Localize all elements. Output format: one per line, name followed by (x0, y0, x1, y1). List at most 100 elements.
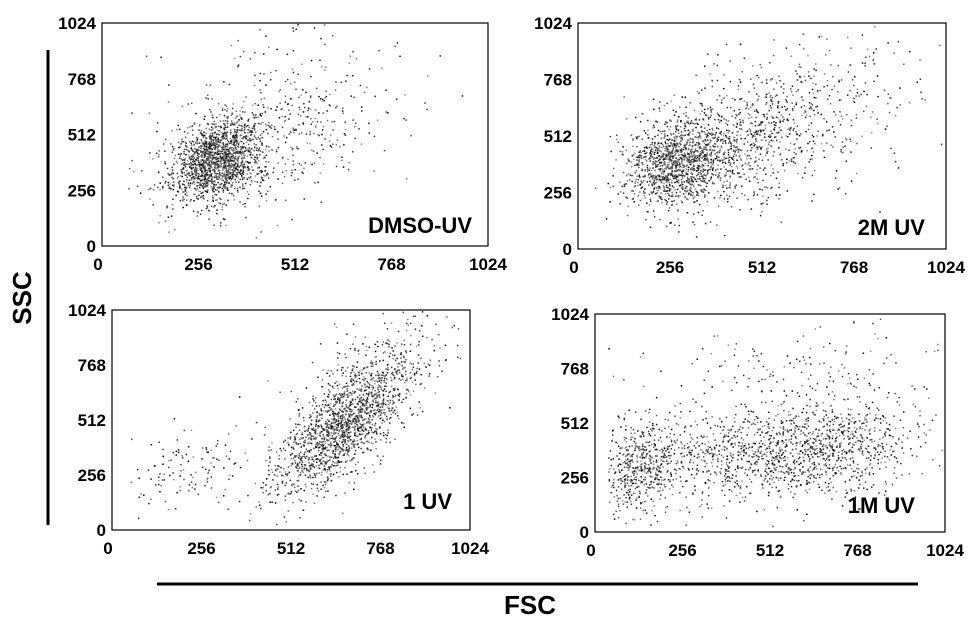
data-point (379, 414, 382, 416)
data-point (814, 169, 816, 172)
data-point (375, 448, 377, 450)
data-point (685, 173, 688, 175)
data-point (439, 55, 441, 57)
data-point (241, 152, 243, 154)
data-point (213, 224, 215, 226)
data-point (176, 162, 179, 164)
data-point (846, 113, 848, 116)
data-point (716, 112, 719, 114)
data-point (340, 427, 343, 429)
data-point (679, 191, 681, 193)
data-point (376, 396, 378, 398)
data-point (640, 157, 643, 159)
data-point (296, 145, 298, 148)
data-point (310, 419, 313, 421)
data-point (660, 175, 662, 178)
data-point (665, 203, 668, 205)
data-point (230, 166, 232, 168)
data-point (700, 147, 702, 150)
data-point (178, 146, 180, 149)
data-point (370, 427, 373, 429)
data-point (291, 218, 293, 221)
data-point (647, 134, 649, 136)
data-point (231, 113, 233, 115)
data-point (329, 414, 331, 416)
data-point (757, 111, 759, 114)
data-point (641, 162, 643, 164)
data-point (838, 99, 841, 101)
data-point (206, 123, 209, 125)
data-point (365, 440, 368, 443)
data-point (828, 129, 830, 131)
data-point (733, 162, 735, 164)
data-point (341, 423, 343, 425)
data-point (293, 441, 295, 444)
data-point (307, 437, 310, 440)
data-point (241, 125, 243, 127)
data-point (705, 154, 708, 157)
data-point (682, 164, 684, 167)
data-point (262, 121, 264, 124)
data-point (199, 213, 202, 215)
data-point (705, 133, 707, 136)
data-point (715, 174, 717, 176)
data-point (404, 94, 406, 96)
data-point (201, 179, 203, 182)
data-point (755, 116, 757, 119)
data-point (689, 163, 691, 166)
data-point (368, 421, 370, 423)
data-point (695, 157, 697, 160)
data-point (803, 105, 805, 107)
data-point (211, 135, 213, 137)
data-point (255, 116, 257, 119)
data-point (225, 224, 227, 227)
data-point (267, 173, 269, 176)
data-point (403, 339, 405, 342)
data-point (201, 155, 203, 157)
data-point (172, 184, 174, 186)
data-point (759, 63, 761, 66)
data-point (671, 203, 674, 206)
data-point (237, 181, 240, 183)
data-point (812, 92, 815, 95)
data-point (672, 161, 675, 164)
data-point (235, 135, 238, 138)
data-point (688, 160, 690, 162)
data-point (759, 145, 761, 148)
data-point (801, 114, 803, 117)
data-point (219, 139, 221, 141)
data-point (338, 383, 341, 386)
data-point (645, 146, 648, 148)
data-point (690, 121, 692, 123)
data-point (341, 394, 343, 396)
data-point (684, 155, 687, 157)
data-point (754, 125, 757, 127)
data-point (216, 209, 218, 211)
data-point (330, 398, 333, 401)
data-point (685, 171, 687, 174)
data-point (394, 395, 397, 397)
data-point (679, 157, 681, 160)
data-point (684, 134, 686, 137)
data-point (187, 163, 190, 165)
data-point (348, 423, 351, 425)
data-point (731, 157, 733, 159)
data-point (726, 106, 729, 109)
data-point (387, 368, 389, 371)
data-point (369, 416, 371, 418)
data-point (240, 164, 243, 166)
data-point (701, 160, 703, 163)
data-point (231, 139, 233, 141)
data-point (234, 168, 237, 170)
data-point (642, 163, 644, 166)
data-point (716, 140, 718, 142)
data-point (284, 119, 286, 122)
data-point (295, 455, 298, 457)
data-point (302, 471, 305, 473)
data-point (774, 136, 776, 138)
data-point (167, 101, 170, 103)
data-point (691, 183, 693, 185)
data-point (865, 56, 867, 59)
data-point (317, 134, 320, 136)
data-point (352, 398, 355, 401)
